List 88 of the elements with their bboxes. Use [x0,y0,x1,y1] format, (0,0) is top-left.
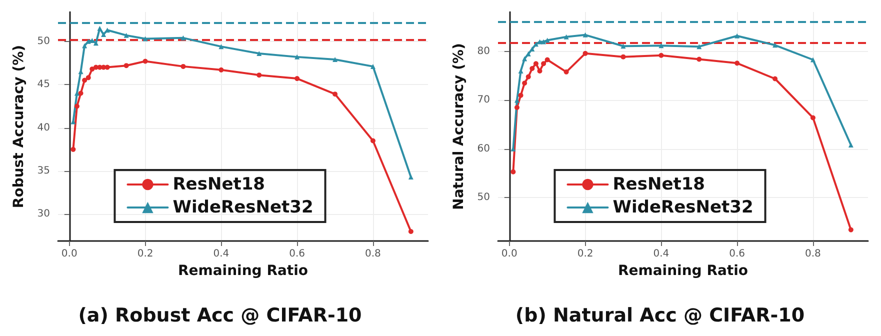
y-axis-title: Natural Accuracy (%) [451,43,467,210]
point [82,43,88,48]
point [533,61,538,66]
point [218,67,224,72]
x-tick-label: 0.4 [213,248,230,260]
x-axis-title: Remaining Ratio [618,262,748,279]
legend-label: WideResNet32 [172,198,314,218]
point [544,38,550,43]
point [142,36,148,42]
x-tick-label: 0.2 [577,248,594,260]
point [97,26,102,31]
y-tick-label: 35 [37,166,50,177]
line-series [510,32,854,152]
x-axis-title: Remaining Ratio [178,262,308,279]
point [142,58,148,64]
point [537,68,542,74]
point [218,44,224,50]
point [696,56,702,62]
point [124,32,129,38]
point [370,64,376,69]
x-tick-label: 0.8 [805,248,821,260]
point [256,72,262,78]
y-tick-label: 70 [477,94,490,106]
point [332,57,338,62]
point [510,169,516,174]
point [522,56,528,62]
point [90,66,95,72]
x-tick-label: 0.0 [61,248,78,260]
point [564,69,569,74]
y-tick-label: 50 [37,36,50,47]
y-tick-label: 50 [477,192,490,204]
point [526,74,531,80]
x-tick-label: 0.4 [653,248,670,260]
y-tick-label: 60 [477,143,490,154]
x-tick-label: 0.8 [365,248,381,260]
point [772,76,778,82]
point [530,66,535,72]
point [408,228,414,234]
point [294,76,300,82]
point [772,42,778,48]
point [74,104,80,109]
y-axis-title: Robust Accuracy (%) [11,44,27,208]
x-tick-label: 0.0 [501,248,518,260]
legend-label: ResNet18 [172,174,266,194]
point [848,142,854,148]
point [658,43,664,48]
point [180,64,186,69]
text: (b) Natural Acc @ CIFAR-10 [515,304,805,326]
point [294,54,300,60]
point [658,52,664,58]
point [82,78,88,83]
point [408,174,414,180]
point [256,50,262,56]
point [514,105,520,110]
point [124,63,129,68]
point [544,57,550,62]
y-tick-label: 30 [37,208,50,220]
point [734,60,740,66]
point [564,34,569,40]
point [810,115,816,120]
x-tick-label: 0.2 [137,248,154,260]
legend-label: WideResNet32 [612,198,754,218]
y-tick-label: 80 [477,46,490,57]
y-tick-label: 45 [37,79,50,90]
x-tick-label: 0.6 [729,248,746,260]
x-tick-label: 0.6 [289,248,306,260]
point [180,35,186,40]
point [582,32,588,38]
point [541,61,546,66]
point [582,50,588,56]
point [620,54,626,60]
point [848,227,854,232]
point [86,75,91,80]
point [696,44,702,50]
legend-label: ResNet18 [612,174,706,194]
point [101,32,106,37]
point [537,39,542,44]
point [78,90,84,96]
point [620,44,626,49]
point [332,92,338,97]
y-tick-label: 40 [37,122,50,134]
point [810,57,816,62]
point [522,80,528,86]
point [734,33,740,38]
point [518,92,524,98]
point [70,146,76,152]
point [370,138,376,144]
text: (a) Robust Acc @ CIFAR-10 [78,304,362,326]
